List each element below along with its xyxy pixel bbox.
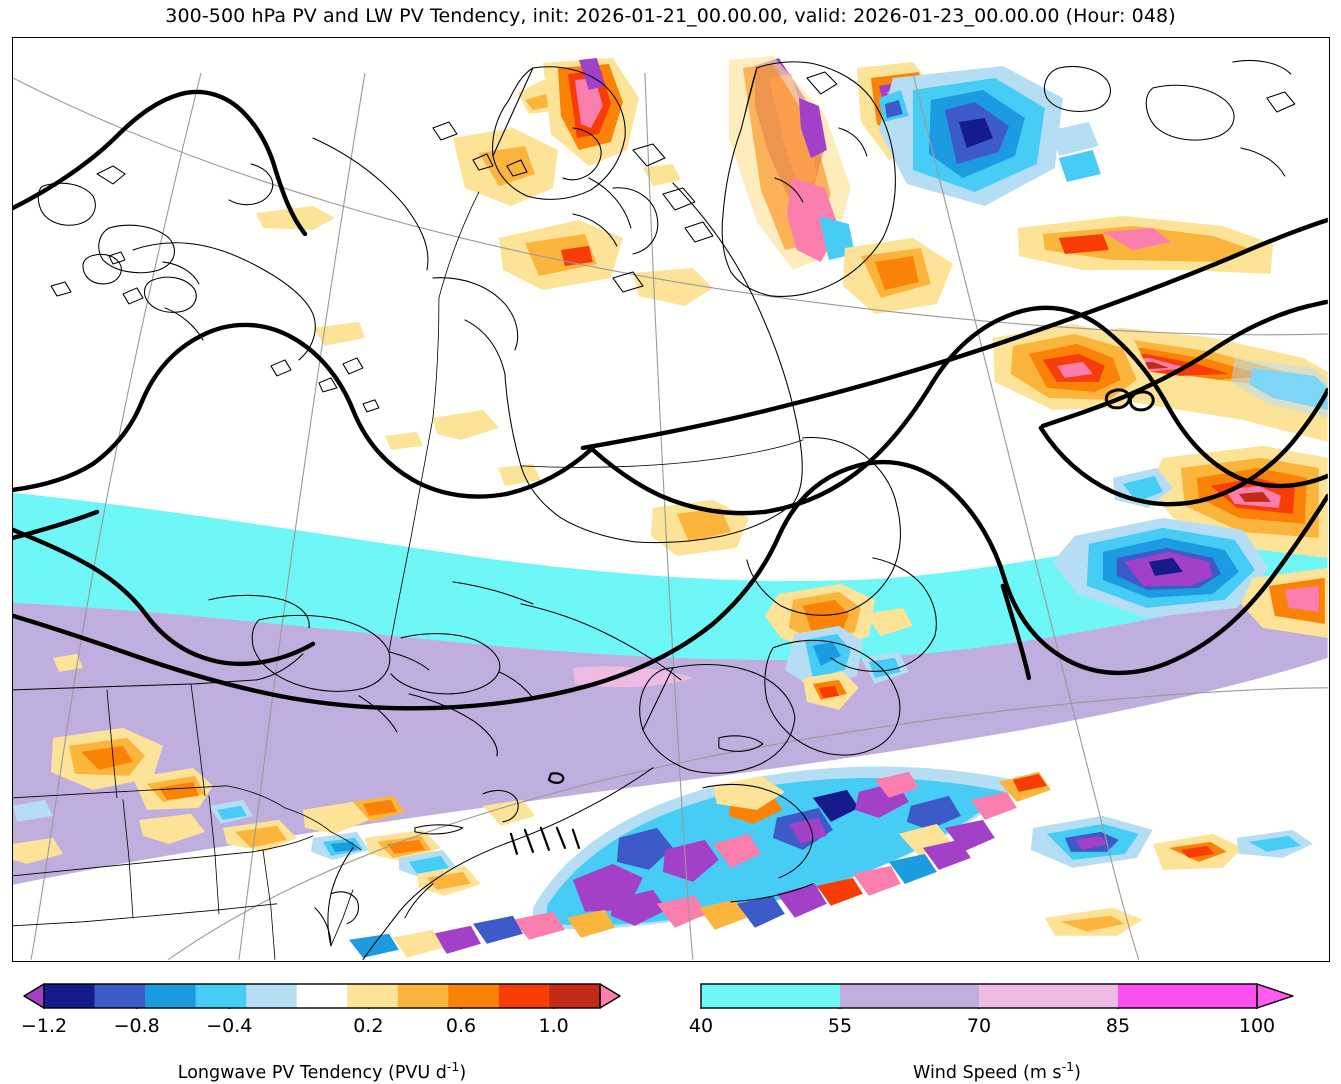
colorbar-tick-label: 85 (1105, 1015, 1131, 1037)
colorbar-tick-label: −0.4 (206, 1015, 253, 1037)
colorbar-tick-label: 55 (827, 1015, 853, 1037)
map-plot-frame (12, 37, 1330, 962)
colorbar-band (397, 984, 449, 1008)
colorbar-band (347, 984, 399, 1008)
page-title: 300-500 hPa PV and LW PV Tendency, init:… (165, 5, 1176, 27)
lw-pv-tendency-shading (13, 55, 1328, 958)
map-svg (13, 38, 1328, 960)
colorbar-pv-label-exponent: -1 (446, 1059, 460, 1075)
colorbar-band (701, 984, 841, 1008)
colorbar-band (840, 984, 980, 1008)
colorbar-wind-tick-labels: 40 55 70 85 100 (689, 1015, 1297, 1039)
colorbar-band (44, 984, 95, 1008)
colorbar-band (195, 984, 247, 1008)
colorbar-tick-label: 1.0 (538, 1015, 569, 1037)
colorbar-tick-label: 40 (688, 1015, 714, 1037)
colorbar-pv-tendency: −1.2 −0.8 −0.4 0.2 0.6 1.0 Longwave PV Tenden… (20, 983, 622, 1083)
colorbar-pv-axis-label: Longwave PV Tendency (PVU d-1) (22, 1060, 622, 1083)
colorbar-pv-swatches (23, 983, 621, 1009)
colorbar-tick-label: 0.2 (353, 1015, 384, 1037)
pv-contours (13, 89, 1328, 855)
lat-lon-gridlines (13, 72, 1328, 960)
colorbar-tick-label: −1.2 (20, 1015, 68, 1037)
colorbar-band (296, 984, 348, 1008)
colorbar-wind-swatches (700, 983, 1294, 1009)
colorbar-wind-label-text: Wind Speed (m s (913, 1063, 1062, 1083)
colorbar-pv-tick-labels: −1.2 −0.8 −0.4 0.2 0.6 1.0 (20, 1015, 622, 1039)
colorbar-band (94, 984, 146, 1008)
turbulent-pv-field (348, 766, 1313, 958)
colorbar-wind-speed: 40 55 70 85 100 Wind Speed (m s-1) (689, 983, 1297, 1083)
colorbar-band (246, 984, 298, 1008)
colorbar-wind-label-tail: ) (1074, 1063, 1081, 1083)
colorbar-band (1118, 984, 1258, 1008)
colorbar-pv-label-text: Longwave PV Tendency (PVU d (177, 1063, 447, 1083)
colorbar-tick-label: −0.8 (113, 1015, 160, 1037)
map-canvas (13, 38, 1328, 960)
colorbar-band (549, 984, 601, 1008)
colorbar-tick-label: 70 (966, 1015, 992, 1037)
colorbar-band (145, 984, 197, 1008)
colorbar-wind-label-exponent: -1 (1061, 1059, 1075, 1075)
colorbar-band (498, 984, 550, 1008)
coastlines-and-borders (13, 59, 1296, 960)
colorbar-wind-axis-label: Wind Speed (m s-1) (697, 1060, 1297, 1083)
colorbar-tick-label: 0.6 (445, 1015, 477, 1037)
colorbar-pv-label-tail: ) (459, 1063, 467, 1083)
colorbar-band (979, 984, 1119, 1008)
colorbar-band (448, 984, 500, 1008)
colorbar-tick-label: 100 (1238, 1015, 1276, 1037)
